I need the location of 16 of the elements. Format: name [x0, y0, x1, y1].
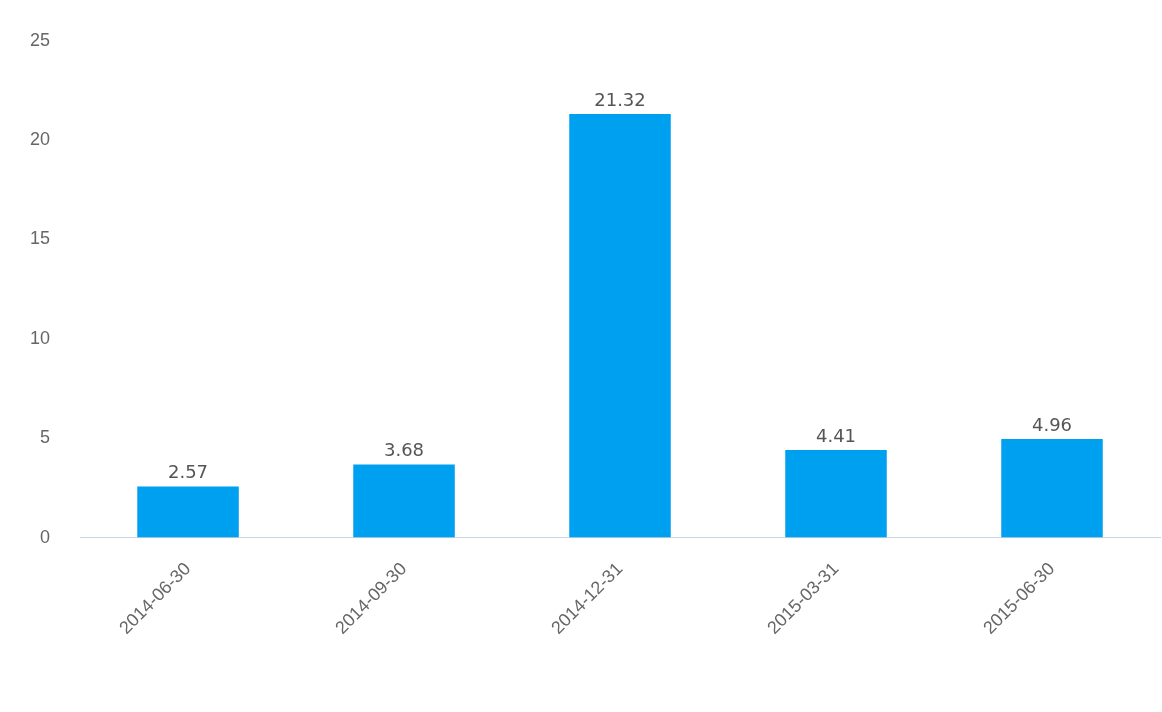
bar	[137, 486, 239, 538]
y-tick-label: 10	[29, 327, 51, 348]
y-tick-label: 5	[40, 427, 51, 448]
data-label: 2.57	[167, 461, 209, 483]
y-tick-label: 0	[40, 526, 51, 547]
y-tick-label: 20	[29, 129, 51, 150]
data-label: 4.96	[1031, 413, 1073, 435]
y-tick-label: 25	[29, 29, 51, 50]
data-label: 3.68	[383, 439, 425, 461]
bar	[785, 449, 887, 538]
bar	[353, 464, 455, 538]
y-tick-label: 15	[29, 228, 51, 249]
data-label: 21.32	[594, 88, 646, 110]
bar	[1001, 439, 1103, 538]
data-label: 4.41	[815, 424, 857, 446]
bar	[569, 113, 671, 538]
